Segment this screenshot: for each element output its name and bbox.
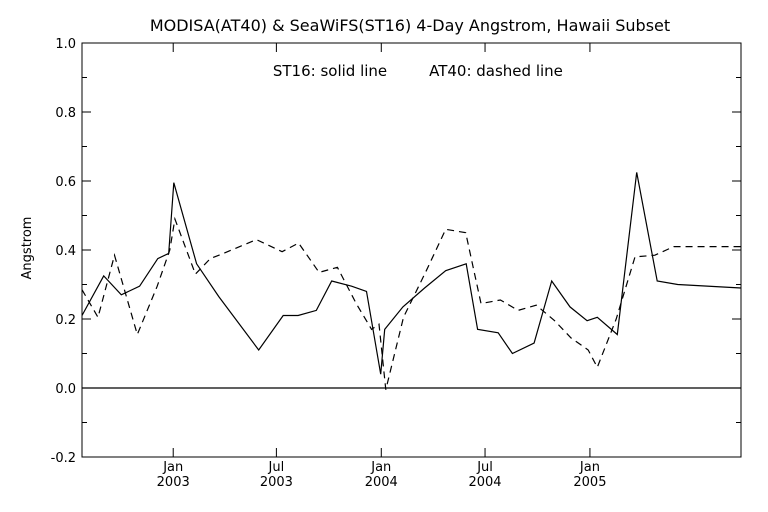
y-axis-label: Angstrom (20, 217, 35, 280)
series-line-st16 (81, 172, 742, 375)
x-tick-month-label: Jul (268, 460, 285, 475)
x-tick-year-label: 2004 (365, 475, 398, 490)
x-tick-month-label: Jan (579, 460, 600, 475)
y-tick-label: 0.8 (55, 106, 76, 121)
axes-layer: 1.00.80.60.40.20.0-0.2Jan2003Jul2003Jan2… (51, 37, 741, 490)
series-line-at40 (81, 216, 741, 390)
y-tick-label: 0.6 (55, 175, 76, 190)
x-tick-year-label: 2003 (260, 475, 293, 490)
series-layer (81, 172, 742, 390)
y-tick-label: 0.0 (55, 382, 76, 397)
y-tick-label: -0.2 (51, 451, 76, 466)
chart-title: MODISA(AT40) & SeaWiFS(ST16) 4-Day Angst… (150, 16, 670, 35)
x-tick-month-label: Jan (162, 460, 183, 475)
y-tick-label: 0.4 (55, 244, 76, 259)
y-tick-label: 1.0 (55, 37, 76, 52)
y-tick-label: 0.2 (55, 313, 76, 328)
x-tick-year-label: 2004 (468, 475, 501, 490)
dashed-line-annotation: AT40: dashed line (429, 62, 563, 80)
x-tick-month-label: Jan (370, 460, 391, 475)
x-tick-year-label: 2005 (573, 475, 606, 490)
x-tick-year-label: 2003 (157, 475, 190, 490)
solid-line-annotation: ST16: solid line (273, 62, 387, 80)
plot-frame (81, 42, 742, 458)
x-tick-month-label: Jul (476, 460, 493, 475)
